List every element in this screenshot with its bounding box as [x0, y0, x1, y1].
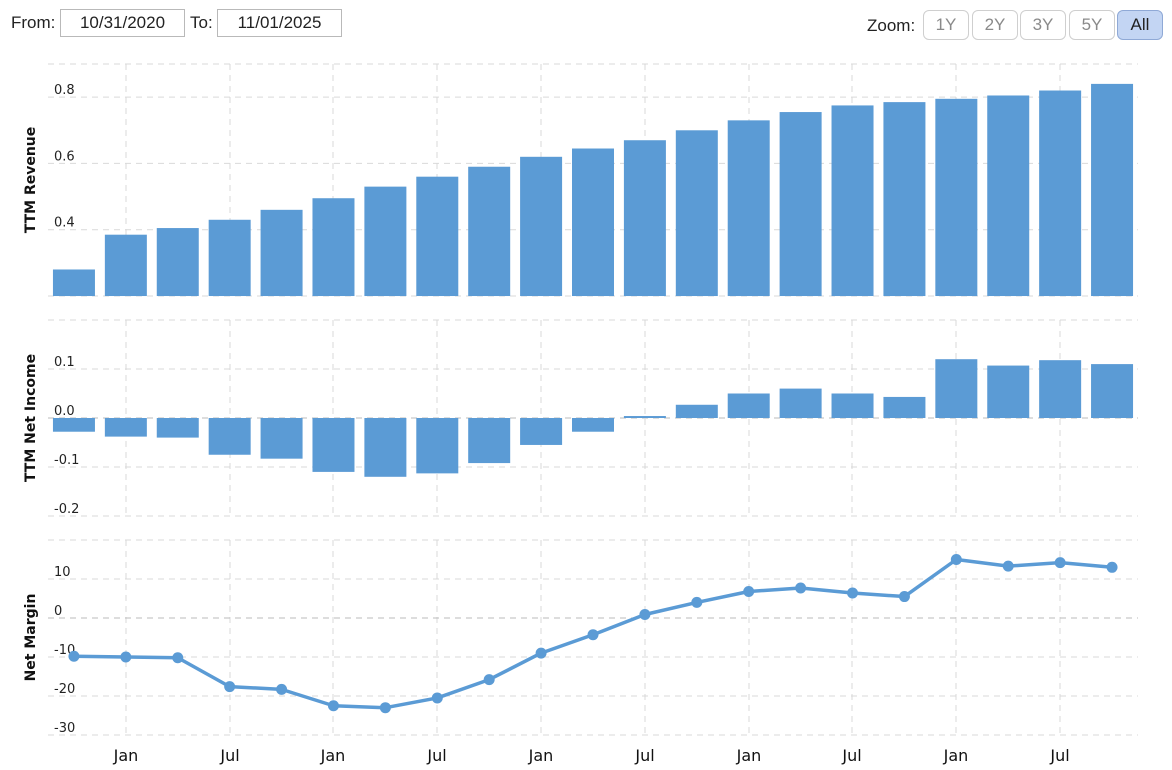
date-range-toolbar: From: 10/31/2020 To: 11/01/2025 Zoom: 1Y… [0, 0, 1172, 50]
revenue-bar [779, 112, 822, 297]
x-tick-label: Jul [634, 746, 654, 765]
net-margin-point [327, 700, 339, 712]
revenue-bar [468, 166, 511, 297]
net-income-bar [987, 365, 1030, 418]
net-margin-point [224, 681, 236, 693]
zoom-2y-button[interactable]: 2Y [972, 10, 1018, 40]
net-margin-point [587, 629, 599, 641]
x-tick-label: Jan [113, 746, 139, 765]
net-income-bar [1091, 364, 1134, 418]
revenue-bar [364, 186, 407, 297]
zoom-label: Zoom: [867, 16, 916, 35]
revenue-bar [1091, 83, 1134, 297]
net-income-bar [572, 418, 614, 432]
from-label: From: [11, 13, 56, 32]
net-income-bar [883, 396, 926, 418]
net-margin-point [743, 585, 755, 597]
y-tick-label: -0.1 [54, 453, 79, 468]
revenue-bar [260, 209, 303, 297]
x-tick-label: Jan [320, 746, 346, 765]
net-income-bar [623, 416, 666, 418]
revenue-bar [675, 130, 718, 297]
net-income-bar [468, 418, 511, 464]
revenue-bar [727, 120, 770, 297]
y-tick-label: -0.2 [54, 502, 79, 517]
to-label: To: [190, 13, 213, 32]
net-margin-point [379, 702, 391, 714]
revenue-bar [52, 269, 95, 297]
revenue-bar [312, 198, 355, 297]
net-margin-point [535, 647, 547, 659]
net-income-bar [208, 418, 251, 455]
net-income-bar [104, 418, 147, 437]
net-income-bar [260, 418, 303, 459]
zoom-all-button[interactable]: All [1117, 10, 1163, 40]
net-margin-point [120, 651, 132, 663]
revenue-bar [416, 176, 459, 297]
zoom-1y-button[interactable]: 1Y [923, 10, 969, 40]
net-income-bar [779, 388, 822, 418]
y-tick-label: -30 [54, 721, 75, 736]
net-income-bar [675, 404, 718, 418]
revenue-bar [156, 228, 199, 297]
y-axis-title: TTM Net Income [23, 354, 39, 482]
net-margin-point [639, 608, 651, 620]
y-tick-label: 0 [54, 604, 62, 619]
zoom-5y-button[interactable]: 5Y [1069, 10, 1115, 40]
net-income-bar [1039, 360, 1082, 418]
revenue-bar [1039, 90, 1082, 297]
net-margin-point [172, 652, 184, 664]
revenue-bar [104, 234, 147, 297]
x-tick-label: Jul [841, 746, 861, 765]
net-income-bar [364, 418, 407, 477]
revenue-bar [831, 105, 874, 297]
y-axis-title: Net Margin [23, 594, 39, 682]
y-tick-label: 0.6 [54, 149, 75, 164]
x-tick-label: Jul [426, 746, 446, 765]
net-margin-point [1106, 561, 1118, 573]
revenue-bar [987, 95, 1030, 297]
net-margin-point [431, 692, 443, 704]
net-income-bar [831, 393, 874, 418]
net-margin-point [847, 587, 859, 599]
net-income-bar [935, 359, 978, 418]
x-tick-label: Jan [528, 746, 554, 765]
revenue-bar [883, 102, 926, 297]
net-margin-point [68, 650, 80, 662]
y-axis-title: TTM Revenue [23, 127, 39, 234]
net-margin-point [950, 554, 962, 565]
revenue-bar [208, 219, 251, 297]
y-tick-label: 10 [54, 565, 71, 580]
x-tick-label: Jan [736, 746, 762, 765]
net-margin-point [1002, 560, 1014, 572]
to-date-input[interactable]: 11/01/2025 [217, 9, 342, 37]
net-income-bar [416, 418, 459, 474]
revenue-bar [520, 156, 563, 297]
revenue-bar [572, 148, 614, 297]
net-income-bar [520, 418, 563, 445]
y-tick-label: 0.0 [54, 404, 75, 419]
y-tick-label: 0.4 [54, 216, 75, 231]
net-income-bar [156, 418, 199, 438]
x-tick-label: Jul [1049, 746, 1069, 765]
net-income-bar [52, 418, 95, 432]
net-income-bar [727, 393, 770, 418]
net-margin-point [1054, 557, 1066, 569]
from-date-input[interactable]: 10/31/2020 [60, 9, 185, 37]
net-margin-point [691, 596, 703, 608]
revenue-bar [935, 98, 978, 297]
net-margin-point [795, 582, 807, 594]
net-margin-point [898, 591, 910, 603]
x-tick-label: Jul [219, 746, 239, 765]
net-income-bar [312, 418, 355, 472]
revenue-bar [623, 140, 666, 297]
y-tick-label: 0.8 [54, 83, 75, 98]
y-tick-label: 0.1 [54, 355, 75, 370]
x-tick-label: Jan [943, 746, 969, 765]
net-margin-point [483, 674, 495, 686]
net-margin-point [276, 683, 288, 695]
zoom-3y-button[interactable]: 3Y [1020, 10, 1066, 40]
y-tick-label: -20 [54, 682, 75, 697]
